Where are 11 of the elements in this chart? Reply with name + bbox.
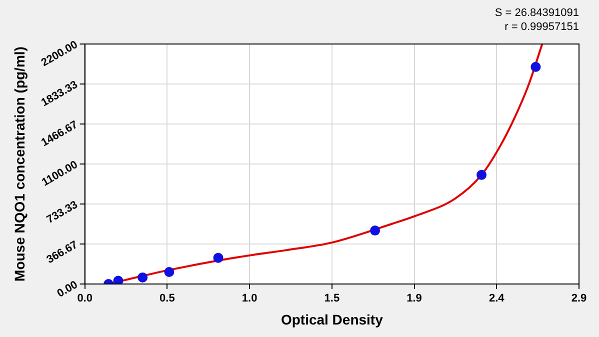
text: S = 26.84391091 [494,7,579,19]
x-tick-label: 0.5 [160,292,175,305]
x-tick-label: 1.5 [324,292,340,305]
x-tick-label: 2.9 [571,292,587,305]
y-axis-title: Mouse NQO1 concentration (pg/ml) [11,46,28,282]
x-tick-label: 1.0 [242,292,258,305]
x-tick-label: 1.9 [406,292,422,305]
x-axis-title: Optical Density [280,311,384,328]
text: r = 0.99957151 [504,21,579,33]
x-tick-label: 0.0 [77,292,92,305]
x-tick-label: 2.4 [488,292,506,305]
